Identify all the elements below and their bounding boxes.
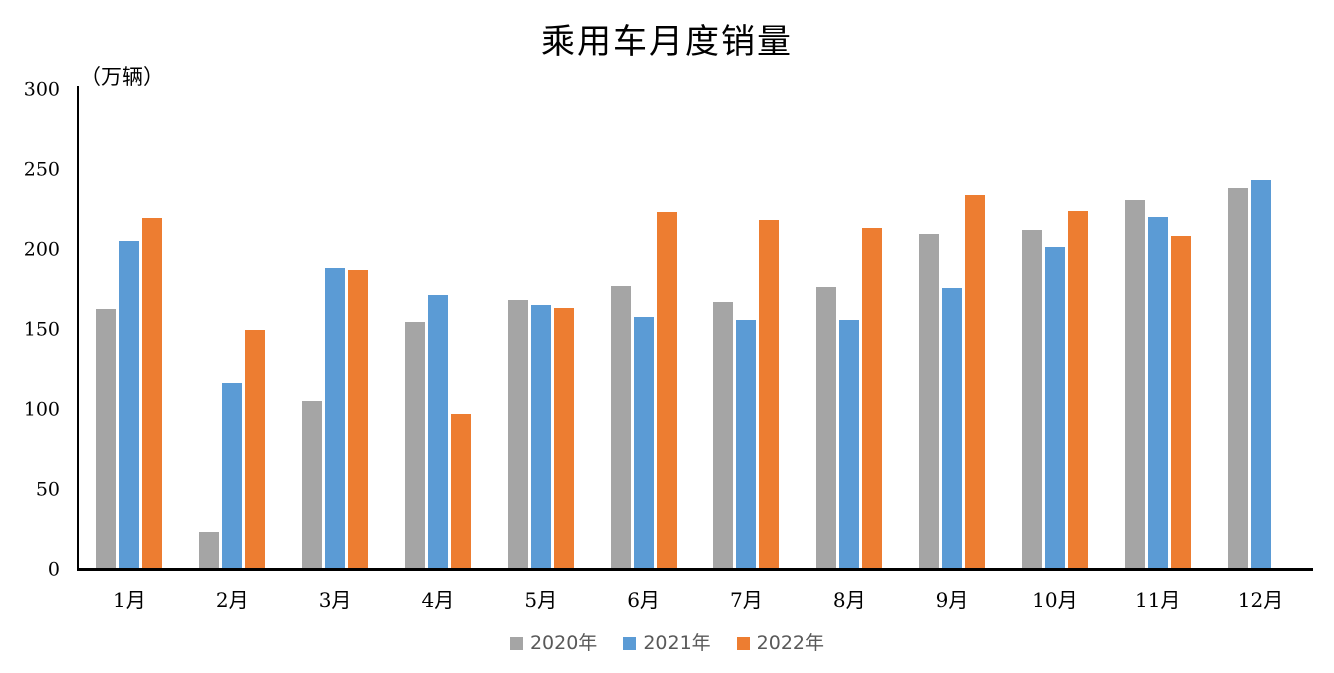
legend-label: 2020年	[529, 632, 598, 654]
bar-2022年-4月	[450, 413, 471, 568]
bar-2021年-3月	[325, 268, 346, 568]
bar-2022年-10月	[1067, 211, 1088, 568]
bar-2022年-3月	[348, 269, 369, 568]
y-tick-label-250: 250	[23, 158, 60, 181]
bar-2020年-11月	[1124, 200, 1145, 568]
x-tick-label-7月: 7月	[730, 588, 763, 612]
bar-group-8月	[798, 88, 901, 568]
bar-2020年-4月	[404, 322, 425, 568]
y-tick-label-300: 300	[23, 78, 60, 101]
legend-square-icon	[736, 637, 750, 650]
bar-2021年-11月	[1147, 217, 1168, 568]
bar-2022年-9月	[965, 194, 986, 568]
x-tick-label-4月: 4月	[421, 588, 455, 612]
bar-2020年-7月	[713, 301, 734, 568]
x-axis-line	[77, 568, 1313, 571]
bar-2020年-8月	[816, 287, 837, 568]
x-tick-label-10月: 10月	[1032, 588, 1078, 612]
bar-group-12月	[1209, 88, 1312, 568]
x-tick-label-2月: 2月	[215, 588, 249, 612]
x-tick-label-6月: 6月	[627, 588, 660, 612]
bar-2020年-3月	[302, 401, 323, 568]
x-tick-label-12月: 12月	[1237, 588, 1284, 612]
bar-group-9月	[901, 88, 1004, 568]
bar-2022年-1月	[142, 218, 163, 568]
legend-square-icon	[623, 637, 637, 650]
chart-title: 乘用车月度销量	[541, 22, 793, 62]
legend-item-2020年: 2020年	[509, 632, 598, 654]
bar-2020年-2月	[199, 532, 220, 568]
bar-2020年-9月	[919, 233, 940, 568]
y-tick-label-150: 150	[23, 318, 60, 341]
bar-2020年-10月	[1021, 230, 1042, 568]
bar-2020年-1月	[96, 309, 117, 568]
plot-area	[78, 88, 1312, 568]
bar-2020年-12月	[1227, 188, 1248, 568]
bar-2021年-9月	[942, 287, 963, 568]
y-tick-label-0: 0	[47, 558, 60, 581]
bar-2022年-2月	[245, 330, 266, 568]
x-tick-label-5月: 5月	[524, 588, 558, 612]
bar-2020年-6月	[610, 285, 631, 568]
y-tick-label-100: 100	[23, 398, 60, 421]
bar-2021年-10月	[1044, 246, 1065, 568]
bar-2020年-5月	[507, 300, 528, 568]
bar-group-10月	[1003, 88, 1106, 568]
bar-2021年-7月	[736, 319, 757, 568]
legend-label: 2022年	[756, 632, 825, 654]
bar-group-3月	[284, 88, 387, 568]
bar-2022年-8月	[862, 228, 883, 568]
legend-label: 2021年	[643, 632, 711, 654]
y-axis-unit-label: （万辆）	[80, 65, 164, 89]
bar-2022年-6月	[656, 212, 677, 568]
x-axis-labels: 1月 2月 3月 4月 5月 6月 7月 8月 9月 10月 11月 12月	[78, 584, 1312, 613]
legend-item-2021年: 2021年	[623, 632, 711, 654]
bar-group-4月	[386, 88, 489, 568]
legend-square-icon	[509, 637, 523, 650]
bar-group-2月	[181, 88, 284, 568]
y-axis-line	[77, 86, 79, 570]
bar-2022年-5月	[553, 308, 574, 568]
bar-group-7月	[695, 88, 798, 568]
bar-2021年-2月	[222, 383, 243, 568]
legend-item-2022年: 2022年	[736, 632, 825, 654]
bar-2021年-6月	[633, 316, 654, 568]
bar-2021年-12月	[1250, 180, 1271, 568]
x-tick-label-11月: 11月	[1134, 588, 1181, 612]
x-tick-label-9月: 9月	[935, 588, 969, 612]
bar-group-6月	[592, 88, 695, 568]
bar-2022年-7月	[759, 220, 780, 568]
bar-group-5月	[489, 88, 592, 568]
bar-group-1月	[78, 88, 181, 568]
y-tick-label-200: 200	[23, 238, 60, 261]
bar-2021年-5月	[530, 304, 551, 568]
x-tick-label-1月: 1月	[113, 588, 146, 612]
bar-2021年-4月	[427, 295, 448, 568]
bar-2022年-11月	[1170, 236, 1191, 568]
x-tick-label-3月: 3月	[318, 588, 352, 612]
legend: 2020年 2021年 2022年	[0, 634, 1334, 653]
x-tick-label-8月: 8月	[832, 588, 866, 612]
y-tick-label-50: 50	[35, 478, 60, 501]
bar-2021年-8月	[839, 319, 860, 568]
bar-group-11月	[1106, 88, 1209, 568]
bar-2021年-1月	[119, 240, 140, 568]
